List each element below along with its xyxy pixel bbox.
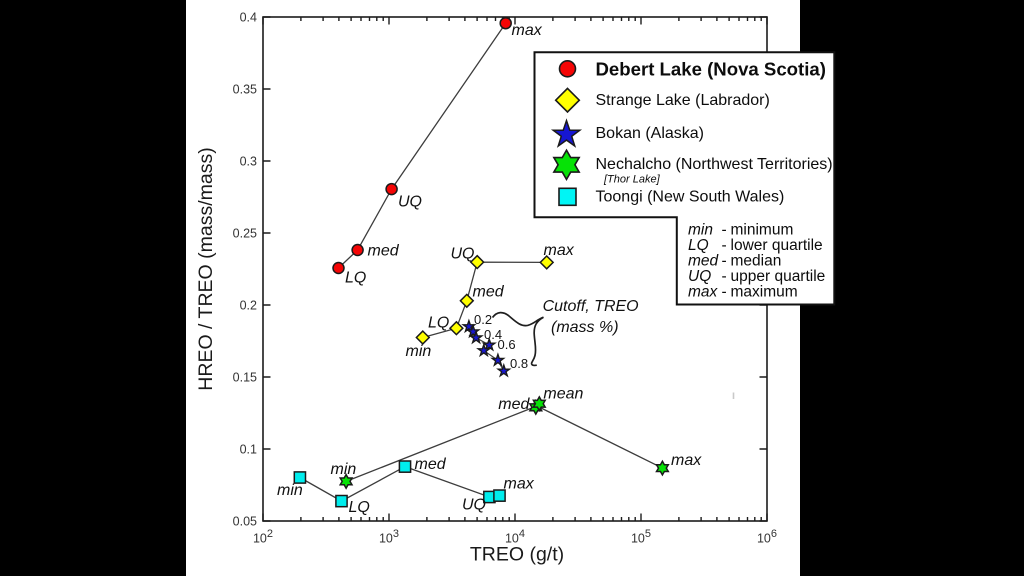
svg-text:0.05: 0.05 [233, 514, 257, 528]
svg-text:0.2: 0.2 [474, 312, 492, 327]
svg-text:max: max [504, 476, 535, 493]
svg-text:median: median [731, 252, 782, 269]
svg-text:min: min [688, 221, 713, 238]
svg-text:0.1: 0.1 [240, 442, 257, 456]
svg-text:-: - [722, 221, 727, 238]
svg-text:0.2: 0.2 [240, 298, 257, 312]
svg-text:UQ: UQ [688, 268, 711, 285]
svg-text:max: max [688, 283, 719, 300]
svg-text:max: max [671, 452, 702, 469]
svg-text:0.25: 0.25 [233, 226, 257, 240]
svg-text:0.8: 0.8 [510, 356, 528, 371]
svg-text:Nechalcho (Northwest Territori: Nechalcho (Northwest Territories) [596, 156, 833, 173]
svg-text:UQ: UQ [462, 497, 486, 514]
svg-text:Strange Lake (Labrador): Strange Lake (Labrador) [596, 92, 770, 109]
svg-text:max: max [544, 242, 575, 259]
svg-text:LQ: LQ [428, 315, 449, 332]
svg-text:med: med [415, 456, 447, 473]
svg-text:TREO (g/t): TREO (g/t) [470, 544, 564, 566]
svg-text:0.4: 0.4 [484, 327, 502, 342]
svg-text:HREO / TREO (mass/mass): HREO / TREO (mass/mass) [195, 147, 217, 390]
svg-text:maximum: maximum [731, 283, 798, 300]
svg-text:Bokan (Alaska): Bokan (Alaska) [596, 125, 705, 142]
svg-text:LQ: LQ [349, 499, 370, 516]
svg-text:mean: mean [543, 385, 583, 402]
svg-text:Debert Lake (Nova Scotia): Debert Lake (Nova Scotia) [596, 59, 826, 80]
svg-text:0.15: 0.15 [233, 370, 257, 384]
svg-text:LQ: LQ [345, 270, 366, 287]
svg-text:UQ: UQ [451, 246, 475, 263]
svg-text:Cutoff, TREO: Cutoff, TREO [543, 298, 639, 315]
svg-text:upper quartile: upper quartile [731, 268, 826, 285]
svg-text:max: max [512, 22, 543, 39]
svg-text:min: min [331, 461, 357, 478]
svg-text:med: med [688, 252, 720, 269]
svg-text:0.6: 0.6 [498, 337, 516, 352]
svg-text:(mass %): (mass %) [551, 319, 619, 336]
svg-text:0.35: 0.35 [233, 82, 257, 96]
svg-text:min: min [406, 343, 432, 360]
svg-text:0.3: 0.3 [240, 154, 257, 168]
svg-text:-: - [722, 268, 727, 285]
svg-text:minimum: minimum [731, 221, 794, 238]
svg-text:0.4: 0.4 [240, 10, 257, 24]
svg-text:med: med [473, 284, 505, 301]
svg-text:lower quartile: lower quartile [731, 237, 823, 254]
svg-text:-: - [722, 283, 727, 300]
svg-text:Toongi (New South Wales): Toongi (New South Wales) [596, 188, 785, 205]
svg-text:med: med [368, 243, 400, 260]
svg-text:[Thor Lake]: [Thor Lake] [603, 174, 661, 186]
svg-text:min: min [277, 482, 303, 499]
svg-text:LQ: LQ [688, 237, 709, 254]
svg-text:med: med [498, 396, 530, 413]
svg-text:UQ: UQ [398, 194, 422, 211]
svg-text:-: - [722, 252, 727, 269]
svg-text:-: - [722, 237, 727, 254]
